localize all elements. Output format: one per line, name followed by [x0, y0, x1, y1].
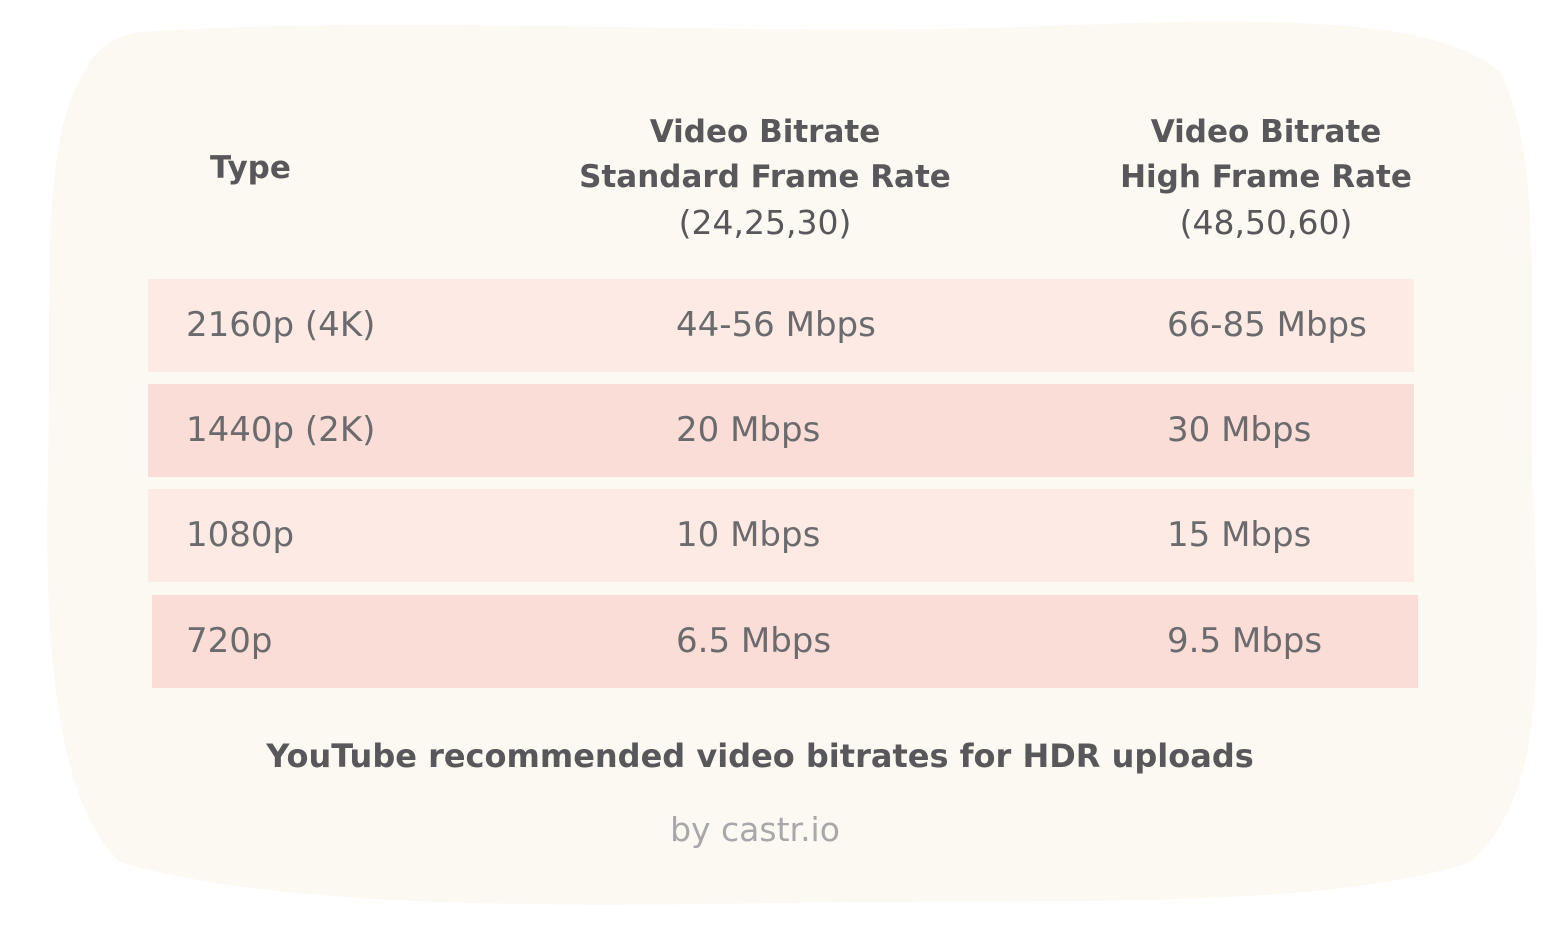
cell-standard-bitrate: 10 Mbps [676, 515, 821, 555]
table-row-1080p: 1080p 10 Mbps 15 Mbps [148, 489, 1414, 582]
cell-type: 2160p (4K) [186, 305, 376, 345]
column-header-high-frame-rate: Video Bitrate High Frame Rate (48,50,60) [1066, 110, 1466, 245]
column-header-standard-subtitle: (24,25,30) [678, 203, 852, 242]
column-header-type-title: Type [210, 150, 291, 186]
column-header-high-line2: High Frame Rate [1120, 159, 1412, 195]
table-row-1440p: 1440p (2K) 20 Mbps 30 Mbps [148, 384, 1414, 477]
cell-high-bitrate: 15 Mbps [1167, 515, 1312, 555]
cell-standard-bitrate: 20 Mbps [676, 410, 821, 450]
cell-standard-bitrate: 44-56 Mbps [676, 305, 876, 345]
cell-high-bitrate: 30 Mbps [1167, 410, 1312, 450]
table-row-2160p: 2160p (4K) 44-56 Mbps 66-85 Mbps [148, 279, 1414, 372]
column-header-standard-frame-rate: Video Bitrate Standard Frame Rate (24,25… [550, 110, 980, 245]
cell-type: 1440p (2K) [186, 410, 376, 450]
column-header-high-line1: Video Bitrate [1150, 114, 1382, 150]
credit-text: by castr.io [670, 810, 840, 849]
cell-high-bitrate: 9.5 Mbps [1167, 621, 1323, 661]
cell-type: 720p [186, 621, 273, 661]
column-header-type: Type [210, 146, 291, 191]
column-header-standard-line2: Standard Frame Rate [579, 159, 951, 195]
column-header-standard-line1: Video Bitrate [649, 114, 881, 150]
cell-high-bitrate: 66-85 Mbps [1167, 305, 1367, 345]
table-row-720p: 720p 6.5 Mbps 9.5 Mbps [152, 595, 1418, 688]
table-caption: YouTube recommended video bitrates for H… [266, 737, 1254, 775]
cell-standard-bitrate: 6.5 Mbps [676, 621, 832, 661]
cell-type: 1080p [186, 515, 295, 555]
column-header-high-subtitle: (48,50,60) [1179, 203, 1353, 242]
